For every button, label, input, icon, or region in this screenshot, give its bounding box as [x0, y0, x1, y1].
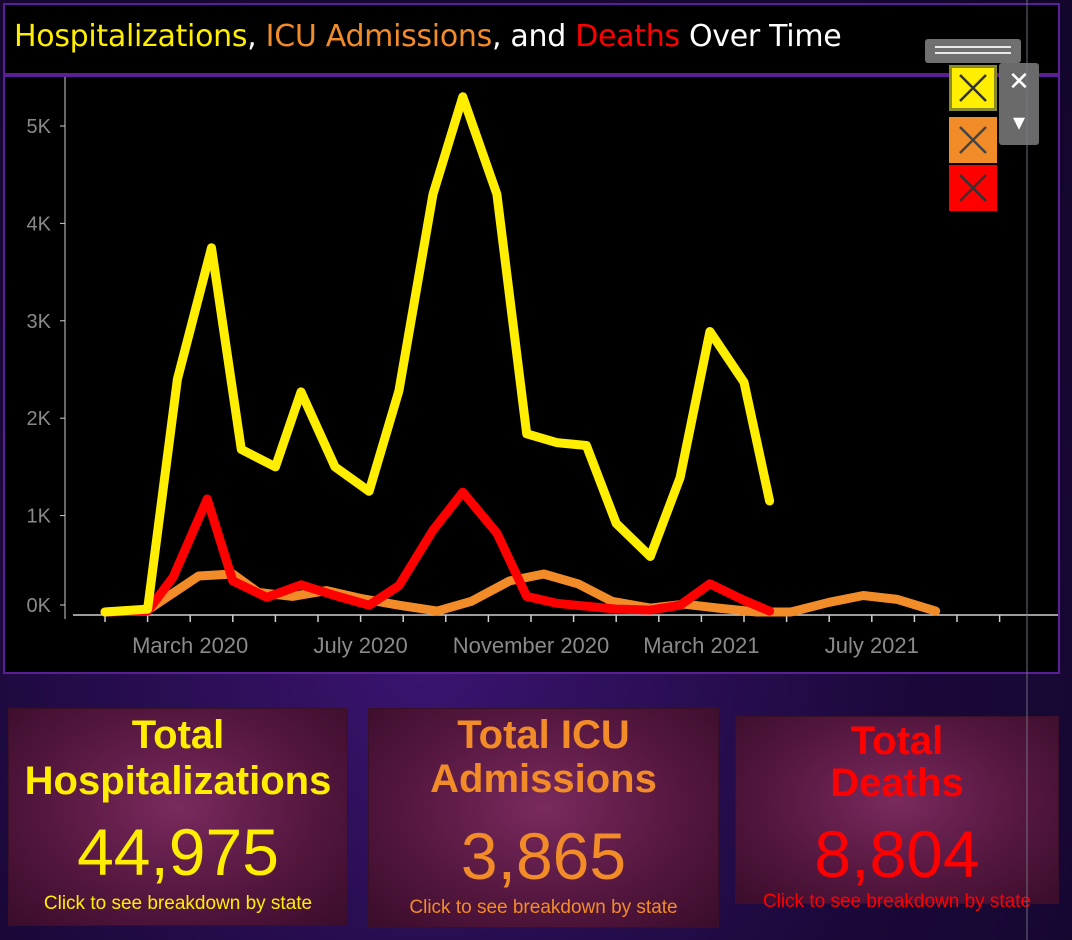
legend-item-hospitalizations[interactable]	[949, 65, 997, 111]
chart-title-bar: Hospitalizations, ICU Admissions, and De…	[5, 5, 1058, 77]
kpi-title-line1: Total ICU	[457, 713, 630, 757]
title-separator: ,	[247, 19, 266, 54]
x-tick-label: March 2020	[132, 633, 248, 658]
y-tick-label: 3K	[27, 311, 52, 333]
legend-drag-handle[interactable]	[925, 39, 1021, 63]
chart-title: Hospitalizations, ICU Admissions, and De…	[14, 19, 842, 54]
close-x-icon	[949, 165, 997, 211]
kpi-title-line1: Total	[850, 719, 944, 763]
legend-toolbar: ✕ ▾	[999, 63, 1039, 145]
series-line-deaths	[100, 487, 775, 617]
kpi-value: 3,865	[460, 819, 627, 893]
kpi-subtitle: Click to see breakdown by state	[762, 891, 1032, 912]
vertical-divider	[1026, 0, 1028, 940]
title-deaths: Deaths	[575, 19, 680, 54]
kpi-value: 8,804	[814, 817, 980, 891]
x-tick-label: November 2020	[453, 633, 610, 658]
title-suffix: Over Time	[679, 19, 842, 54]
line-chart: 0K 1K 2K 3K 4K 5K March 2020 July 2020 November …	[27, 77, 1058, 658]
kpi-subtitle: Click to see breakdown by state	[43, 893, 313, 914]
y-tick-label: 4K	[27, 213, 52, 235]
kpi-title-line2: Hospitalizations	[24, 759, 332, 803]
kpi-value: 44,975	[77, 815, 279, 889]
title-icu: ICU Admissions	[265, 19, 493, 54]
y-tick-label: 1K	[27, 506, 52, 528]
kpi-title-line2: Deaths	[830, 761, 964, 805]
y-tick-label: 5K	[27, 116, 52, 138]
chart-panel: Hospitalizations, ICU Admissions, and De…	[3, 3, 1060, 674]
x-tick-label: July 2021	[825, 633, 919, 658]
series-line-hospitalizations	[100, 92, 775, 617]
kpi-subtitle: Click to see breakdown by state	[409, 897, 678, 918]
kpi-card-hospitalizations[interactable]: Total Hospitalizations 44,975 Click to s…	[8, 708, 348, 926]
legend-item-icu[interactable]	[949, 117, 997, 163]
x-tick-label: March 2021	[643, 633, 759, 658]
chevron-down-icon[interactable]: ▾	[1012, 108, 1026, 136]
title-hospitalizations: Hospitalizations	[14, 19, 248, 54]
close-x-icon	[952, 68, 994, 108]
close-icon[interactable]: ✕	[1008, 67, 1030, 97]
kpi-card-icu-admissions[interactable]: Total ICU Admissions 3,865 Click to see …	[368, 708, 719, 928]
y-tick-label: 2K	[27, 408, 52, 430]
kpi-title-line1: Total	[131, 713, 225, 757]
y-tick-label: 0K	[27, 595, 52, 617]
kpi-title-line2: Admissions	[430, 757, 657, 801]
title-separator: , and	[491, 19, 576, 54]
close-x-icon	[949, 117, 997, 163]
legend-item-deaths[interactable]	[949, 165, 997, 211]
x-tick-label: July 2020	[314, 633, 408, 658]
kpi-card-deaths[interactable]: Total Deaths 8,804 Click to see breakdow…	[735, 716, 1059, 912]
